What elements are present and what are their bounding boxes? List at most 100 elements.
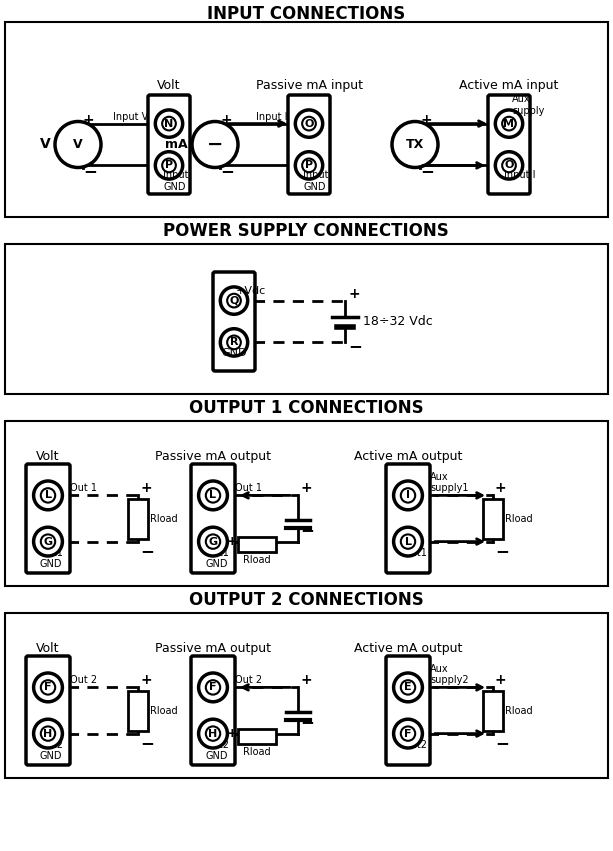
Text: OUTPUT 2 CONNECTIONS: OUTPUT 2 CONNECTIONS xyxy=(189,591,424,609)
Text: Rload: Rload xyxy=(150,705,178,716)
Text: Input
GND: Input GND xyxy=(303,170,329,192)
Text: +: + xyxy=(300,673,311,688)
Circle shape xyxy=(192,122,238,168)
Text: Aux
supply2: Aux supply2 xyxy=(430,664,468,685)
Text: Rload: Rload xyxy=(505,513,533,523)
FancyBboxPatch shape xyxy=(386,464,430,573)
Circle shape xyxy=(155,110,183,137)
Bar xyxy=(483,690,503,730)
Text: Passive mA output: Passive mA output xyxy=(155,642,271,655)
Text: Input V: Input V xyxy=(113,111,148,122)
Text: −: − xyxy=(140,734,154,751)
Text: Out1: Out1 xyxy=(403,547,427,557)
Text: POWER SUPPLY CONNECTIONS: POWER SUPPLY CONNECTIONS xyxy=(163,222,449,240)
Circle shape xyxy=(394,673,422,702)
Text: −: − xyxy=(420,163,434,180)
Text: Q: Q xyxy=(229,295,238,306)
Bar xyxy=(483,499,503,539)
Circle shape xyxy=(41,727,55,741)
Circle shape xyxy=(162,158,176,172)
Text: O: O xyxy=(304,118,314,129)
Circle shape xyxy=(206,680,220,694)
Text: TX: TX xyxy=(406,138,424,151)
Text: N: N xyxy=(164,118,173,129)
Circle shape xyxy=(41,488,55,503)
Text: +: + xyxy=(495,482,506,495)
Bar xyxy=(128,499,148,539)
Text: P: P xyxy=(305,160,313,170)
Text: +: + xyxy=(226,727,237,740)
Circle shape xyxy=(34,673,63,702)
Text: −: − xyxy=(220,163,234,180)
Circle shape xyxy=(199,673,227,702)
Text: L: L xyxy=(405,537,411,546)
Text: L: L xyxy=(210,490,216,500)
Circle shape xyxy=(302,158,316,172)
Bar xyxy=(5,244,608,394)
Text: Rload: Rload xyxy=(505,705,533,716)
FancyBboxPatch shape xyxy=(191,464,235,573)
Circle shape xyxy=(220,328,248,356)
Text: Input I: Input I xyxy=(256,111,288,122)
FancyBboxPatch shape xyxy=(488,95,530,194)
Text: O: O xyxy=(504,160,514,170)
Text: +: + xyxy=(140,482,151,495)
Text: +: + xyxy=(300,482,311,495)
FancyBboxPatch shape xyxy=(386,656,430,765)
Text: −: − xyxy=(300,522,314,540)
Text: +: + xyxy=(495,673,506,688)
Text: V: V xyxy=(40,138,51,151)
Circle shape xyxy=(394,528,422,556)
Text: Out1
GND: Out1 GND xyxy=(40,547,64,569)
Circle shape xyxy=(401,488,415,503)
Text: M: M xyxy=(503,118,514,129)
FancyBboxPatch shape xyxy=(191,656,235,765)
Circle shape xyxy=(206,534,220,549)
Circle shape xyxy=(34,481,63,510)
Text: −: − xyxy=(207,135,223,154)
Text: Out 1: Out 1 xyxy=(235,483,262,494)
Text: Out 2: Out 2 xyxy=(70,676,97,685)
Text: I: I xyxy=(406,490,410,500)
Text: V: V xyxy=(73,138,83,151)
Text: INPUT CONNECTIONS: INPUT CONNECTIONS xyxy=(207,5,405,23)
Text: −: − xyxy=(140,541,154,560)
Circle shape xyxy=(199,481,227,510)
Text: −: − xyxy=(495,541,509,560)
Circle shape xyxy=(295,151,322,179)
Circle shape xyxy=(227,335,241,349)
Text: +: + xyxy=(83,112,94,127)
Circle shape xyxy=(227,294,241,307)
Circle shape xyxy=(401,680,415,694)
Circle shape xyxy=(41,680,55,694)
Text: GND: GND xyxy=(221,348,247,358)
Text: G: G xyxy=(44,537,53,546)
Text: Active mA output: Active mA output xyxy=(354,450,462,463)
Circle shape xyxy=(41,534,55,549)
Circle shape xyxy=(199,719,227,748)
Text: Volt: Volt xyxy=(36,642,59,655)
Text: OUTPUT 1 CONNECTIONS: OUTPUT 1 CONNECTIONS xyxy=(189,399,424,417)
Circle shape xyxy=(401,727,415,741)
Circle shape xyxy=(392,122,438,168)
Text: P: P xyxy=(165,160,173,170)
Text: G: G xyxy=(208,537,218,546)
Text: Rload: Rload xyxy=(243,746,271,757)
Circle shape xyxy=(302,117,316,130)
Text: Active mA input: Active mA input xyxy=(459,79,558,92)
Text: −: − xyxy=(83,163,97,180)
Text: Input
GND: Input GND xyxy=(163,170,189,192)
FancyBboxPatch shape xyxy=(213,272,255,371)
Text: +Vdc: +Vdc xyxy=(236,286,266,295)
Circle shape xyxy=(394,719,422,748)
Text: Out 2: Out 2 xyxy=(235,676,262,685)
Text: F: F xyxy=(44,683,51,693)
FancyBboxPatch shape xyxy=(26,464,70,573)
Text: Active mA output: Active mA output xyxy=(354,642,462,655)
Circle shape xyxy=(495,151,523,179)
Text: −: − xyxy=(300,713,314,732)
Text: Out2
GND: Out2 GND xyxy=(205,740,229,761)
Text: F: F xyxy=(209,683,217,693)
Circle shape xyxy=(206,488,220,503)
Circle shape xyxy=(206,727,220,741)
